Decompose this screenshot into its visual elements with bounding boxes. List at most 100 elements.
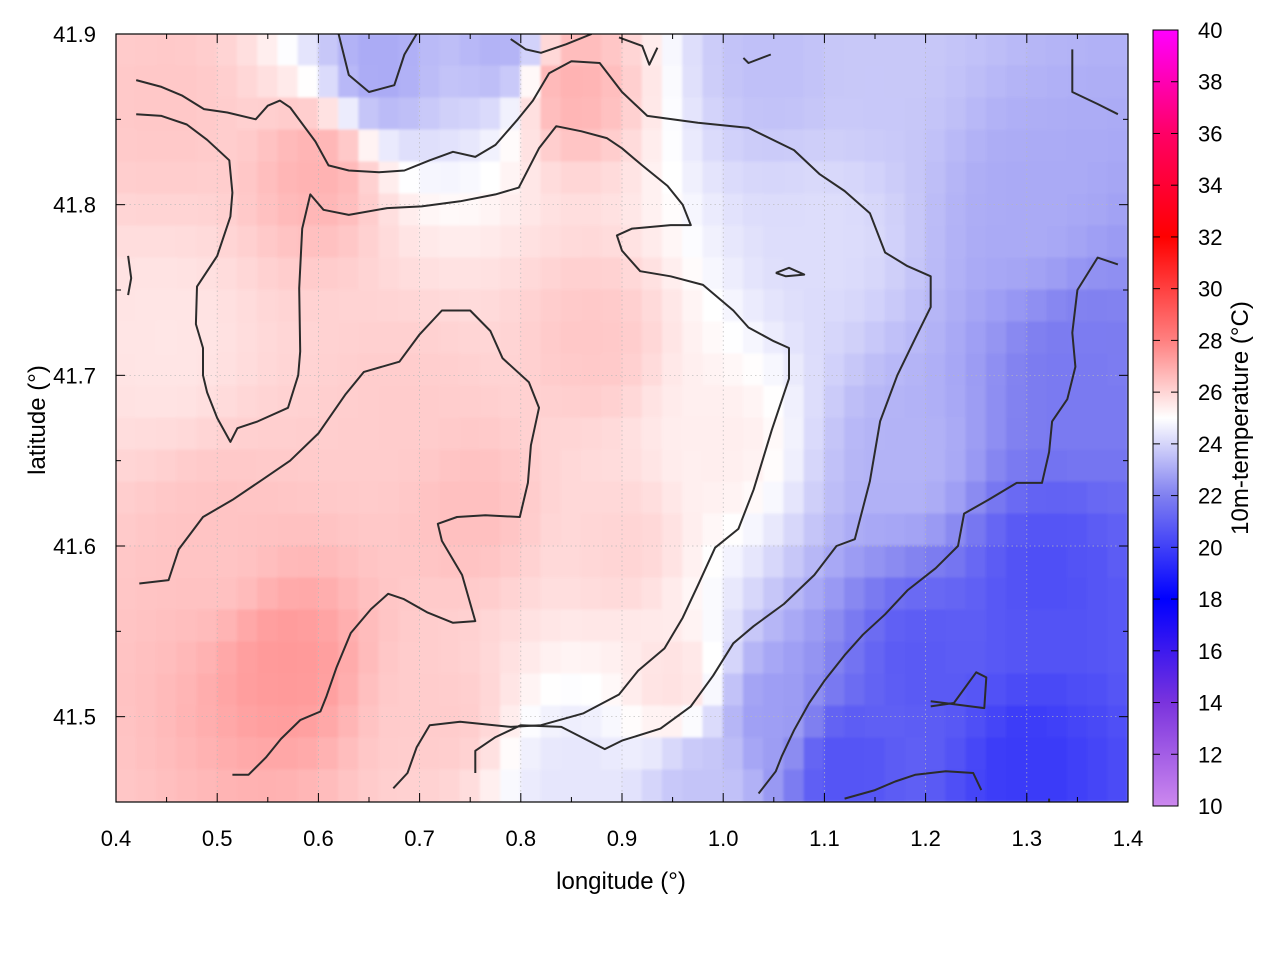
heat-cell [925, 769, 947, 802]
heat-cell [155, 673, 178, 707]
heat-cell [439, 737, 461, 771]
heat-cell [500, 289, 522, 323]
heat-cell [661, 34, 684, 67]
heat-cell [844, 417, 866, 451]
heat-cell [945, 769, 967, 802]
heat-cell [945, 129, 967, 163]
heat-cell [783, 545, 805, 579]
x-tick-label: 1.1 [809, 826, 840, 851]
x-tick-label: 0.4 [101, 826, 132, 851]
heat-cell [398, 129, 421, 163]
heat-cell [661, 577, 684, 611]
heat-cell [1066, 641, 1089, 675]
heat-cell [722, 449, 744, 483]
heat-cell [621, 577, 643, 611]
contour-line [135, 60, 932, 773]
heat-cell [965, 97, 987, 131]
heat-cell [581, 609, 603, 643]
heat-cell [864, 353, 886, 387]
heat-cell [722, 577, 744, 611]
heat-cell [823, 641, 846, 675]
heat-cell [884, 513, 906, 547]
heat-cell [398, 257, 421, 291]
heat-cell [216, 289, 238, 323]
heat-cell [763, 737, 785, 771]
heat-cell [500, 385, 522, 419]
heat-cell [1006, 641, 1028, 675]
heat-cell [419, 545, 441, 579]
heat-cell [236, 65, 259, 99]
heat-cell [904, 353, 927, 387]
heat-cell [1046, 353, 1068, 387]
colorbar [1152, 29, 1179, 807]
heat-cell [844, 641, 866, 675]
heat-cell [1087, 193, 1109, 227]
heat-cell [297, 673, 319, 707]
heat-cell [682, 481, 704, 515]
heat-cell [317, 577, 340, 611]
heat-cell [945, 353, 967, 387]
heat-cell [1046, 289, 1068, 323]
colorbar-tick-label: 28 [1198, 328, 1222, 353]
heat-cell [560, 481, 583, 515]
heat-cell [297, 65, 319, 99]
heat-cell [1046, 65, 1068, 99]
heat-cell [196, 577, 218, 611]
heat-cell [560, 577, 583, 611]
heat-cell [439, 161, 461, 195]
heat-cell [317, 513, 340, 547]
heat-cell [338, 34, 360, 67]
heat-cell [520, 289, 542, 323]
heat-cell [439, 321, 461, 355]
heat-cell [641, 577, 663, 611]
heat-cell [338, 193, 360, 227]
heat-cell [722, 609, 744, 643]
heat-cell [155, 34, 178, 67]
heat-cell [985, 481, 1008, 515]
heat-cell [419, 353, 441, 387]
heat-cell [1107, 193, 1128, 227]
heat-cell [965, 577, 987, 611]
heat-cell [479, 545, 502, 579]
heat-cell [864, 129, 886, 163]
heat-cell [560, 353, 583, 387]
heat-cell [742, 225, 765, 259]
heat-cell [236, 353, 259, 387]
heat-cell [884, 673, 906, 707]
heat-cell [378, 385, 400, 419]
heat-cell [641, 193, 663, 227]
colorbar-tick-label: 24 [1198, 432, 1222, 457]
heat-cell [155, 353, 178, 387]
heat-cell [176, 225, 198, 259]
heat-cell [378, 65, 400, 99]
heat-cell [216, 353, 238, 387]
heat-cell [419, 257, 441, 291]
heat-cell [196, 161, 218, 195]
heat-cell [1046, 737, 1068, 771]
heat-cell [439, 353, 461, 387]
heat-cell [783, 513, 805, 547]
heat-cell [925, 225, 947, 259]
heat-cell [135, 225, 157, 259]
heat-cell [661, 417, 684, 451]
heat-cell [277, 129, 299, 163]
heat-cell [722, 353, 744, 387]
heat-cell [116, 481, 137, 515]
heat-cell [257, 257, 279, 291]
heat-cell [783, 705, 805, 739]
heat-cell [621, 417, 643, 451]
heat-cell [216, 513, 238, 547]
heat-cell [763, 65, 785, 99]
heat-cell [1026, 417, 1048, 451]
heat-cell [965, 161, 987, 195]
heat-cell [601, 97, 623, 131]
heat-cell [965, 545, 987, 579]
heat-cell [520, 353, 542, 387]
heat-cell [803, 769, 825, 802]
heat-cell [116, 577, 137, 611]
heat-cell [277, 513, 299, 547]
heat-cell [479, 609, 502, 643]
heat-cell [560, 641, 583, 675]
heat-cell [1026, 673, 1048, 707]
